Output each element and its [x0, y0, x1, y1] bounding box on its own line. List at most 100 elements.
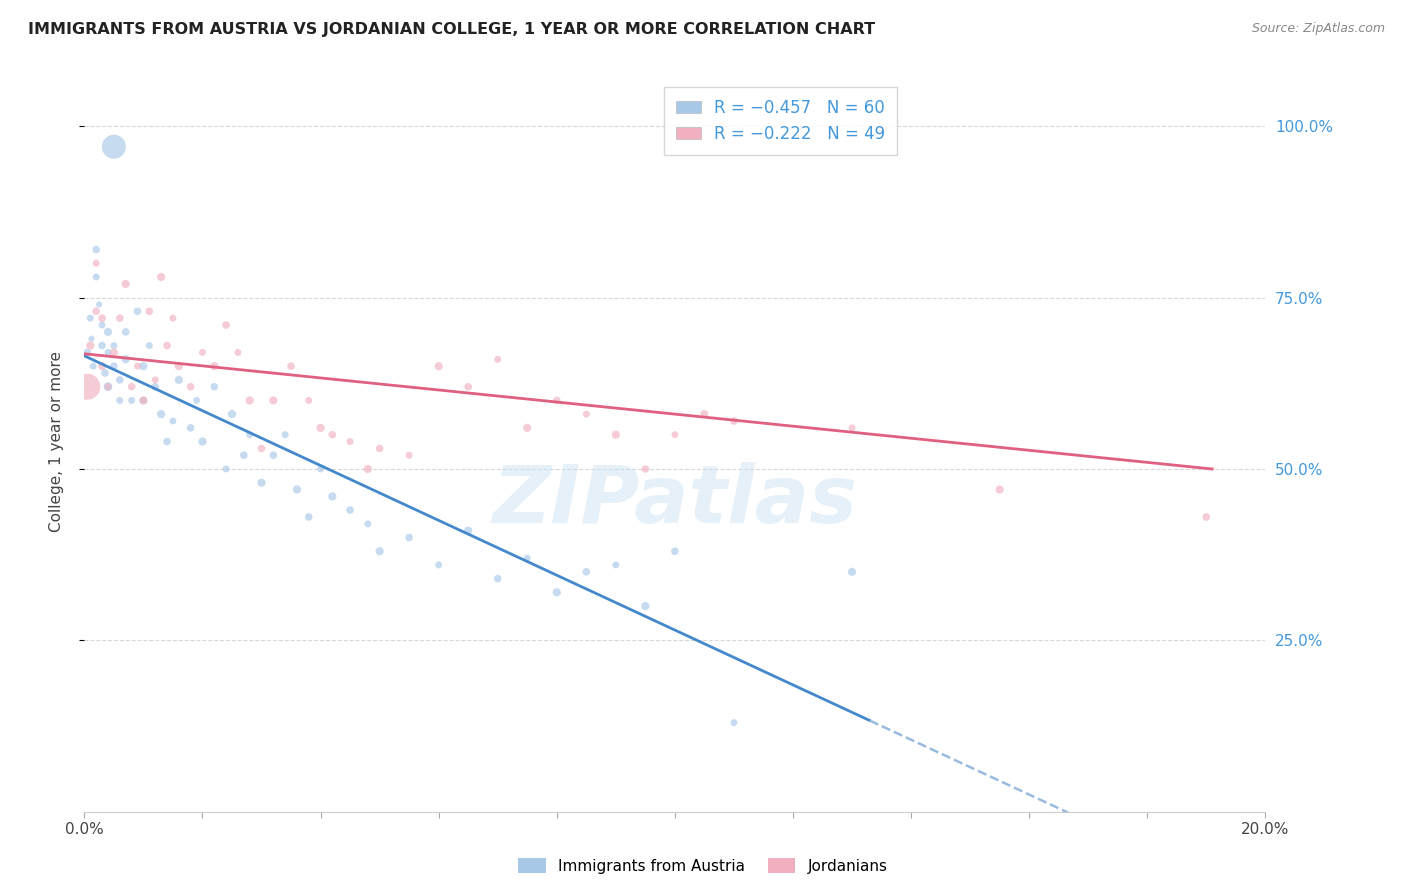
Point: [150, 407, 173, 421]
Point: [76, 345, 98, 359]
Point: [546, 585, 568, 599]
Point: [274, 427, 297, 442]
Point: [226, 345, 249, 359]
Point: [215, 462, 238, 476]
Point: [634, 462, 657, 476]
Point: [427, 359, 450, 373]
Point: [97, 380, 120, 394]
Point: [97, 345, 120, 359]
Point: [239, 393, 262, 408]
Point: [516, 421, 538, 435]
Point: [167, 359, 190, 373]
Point: [121, 380, 143, 394]
Text: IMMIGRANTS FROM AUSTRIA VS JORDANIAN COLLEGE, 1 YEAR OR MORE CORRELATION CHART: IMMIGRANTS FROM AUSTRIA VS JORDANIAN COL…: [28, 22, 876, 37]
Point: [103, 359, 125, 373]
Point: [309, 421, 332, 435]
Point: [202, 359, 225, 373]
Point: [339, 434, 361, 449]
Point: [82, 359, 104, 373]
Point: [427, 558, 450, 572]
Point: [321, 489, 343, 503]
Point: [298, 393, 321, 408]
Text: Source: ZipAtlas.com: Source: ZipAtlas.com: [1251, 22, 1385, 36]
Point: [398, 531, 420, 545]
Point: [91, 359, 114, 373]
Point: [1195, 510, 1218, 524]
Point: [285, 483, 308, 497]
Point: [368, 544, 391, 558]
Point: [91, 318, 114, 332]
Point: [108, 311, 131, 326]
Point: [103, 345, 125, 359]
Point: [250, 442, 273, 456]
Point: [84, 243, 107, 257]
Point: [84, 304, 107, 318]
Point: [250, 475, 273, 490]
Point: [103, 140, 125, 154]
Point: [121, 393, 143, 408]
Legend: Immigrants from Austria, Jordanians: Immigrants from Austria, Jordanians: [512, 852, 894, 880]
Point: [457, 524, 479, 538]
Point: [103, 338, 125, 352]
Point: [80, 332, 103, 346]
Point: [486, 572, 509, 586]
Y-axis label: College, 1 year or more: College, 1 year or more: [49, 351, 63, 532]
Point: [221, 407, 243, 421]
Point: [97, 380, 120, 394]
Point: [357, 462, 380, 476]
Point: [634, 599, 657, 613]
Point: [186, 393, 208, 408]
Point: [143, 380, 166, 394]
Point: [132, 393, 155, 408]
Point: [180, 421, 202, 435]
Point: [191, 434, 214, 449]
Point: [202, 380, 225, 394]
Point: [841, 565, 863, 579]
Point: [191, 345, 214, 359]
Point: [162, 414, 184, 428]
Point: [114, 352, 136, 367]
Point: [89, 297, 111, 311]
Point: [988, 483, 1011, 497]
Point: [108, 373, 131, 387]
Point: [605, 427, 627, 442]
Legend: R = −0.457   N = 60, R = −0.222   N = 49: R = −0.457 N = 60, R = −0.222 N = 49: [664, 87, 897, 155]
Point: [516, 551, 538, 566]
Point: [94, 366, 117, 380]
Point: [841, 421, 863, 435]
Point: [127, 304, 149, 318]
Point: [127, 359, 149, 373]
Point: [298, 510, 321, 524]
Point: [723, 414, 745, 428]
Point: [132, 359, 155, 373]
Point: [664, 544, 686, 558]
Point: [84, 256, 107, 270]
Point: [215, 318, 238, 332]
Point: [143, 373, 166, 387]
Point: [262, 448, 284, 462]
Point: [91, 338, 114, 352]
Text: ZIPatlas: ZIPatlas: [492, 462, 858, 540]
Point: [605, 558, 627, 572]
Point: [114, 325, 136, 339]
Point: [156, 338, 179, 352]
Point: [76, 380, 98, 394]
Point: [239, 427, 262, 442]
Point: [108, 393, 131, 408]
Point: [156, 434, 179, 449]
Point: [180, 380, 202, 394]
Point: [664, 427, 686, 442]
Point: [232, 448, 254, 462]
Point: [575, 565, 598, 579]
Point: [97, 325, 120, 339]
Point: [693, 407, 716, 421]
Point: [138, 304, 160, 318]
Point: [167, 373, 190, 387]
Point: [150, 270, 173, 285]
Point: [321, 427, 343, 442]
Point: [723, 715, 745, 730]
Point: [339, 503, 361, 517]
Point: [79, 311, 101, 326]
Point: [357, 516, 380, 531]
Point: [280, 359, 302, 373]
